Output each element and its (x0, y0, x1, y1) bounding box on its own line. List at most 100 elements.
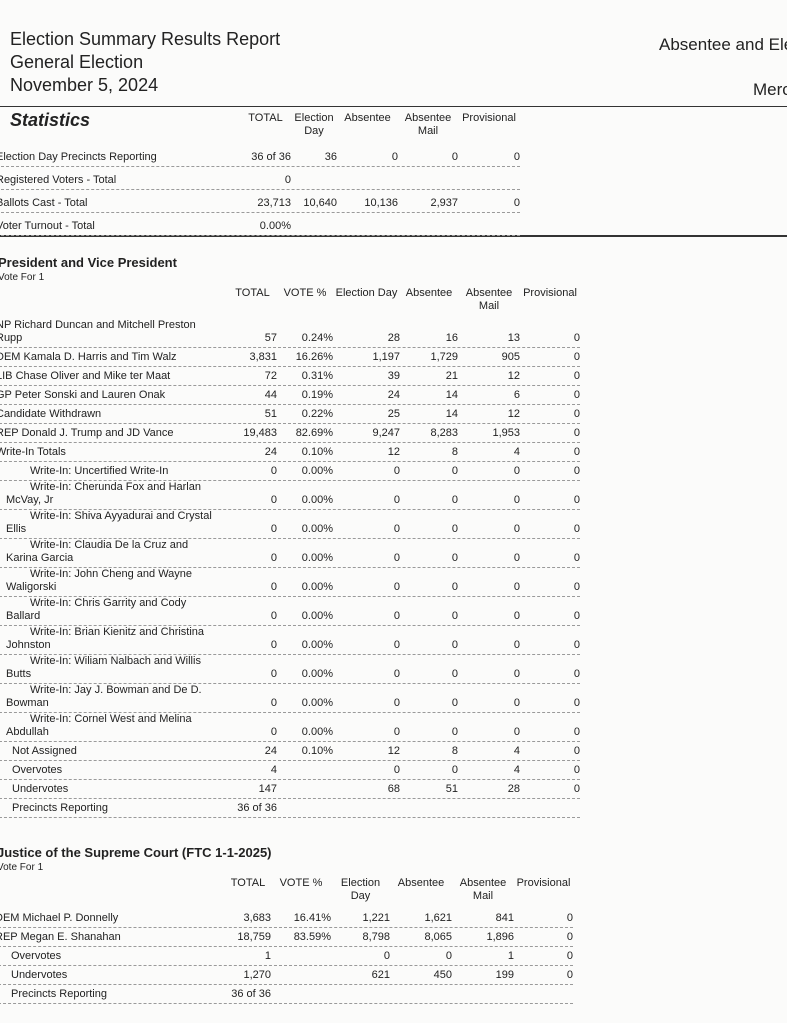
cell-value: 0 (270, 581, 277, 593)
table-row: DEM Michael P. Donnelly 3,683 16.41% 1,221 1… (0, 909, 573, 928)
report-header: Election Summary Results Report General … (10, 28, 280, 97)
cell-value: 1,270 (243, 969, 271, 981)
column-header: TOTAL (235, 287, 270, 299)
contest: Justice of the Supreme Court (FTC 1-1-20… (0, 845, 787, 1004)
column-header: Provisional (462, 112, 516, 124)
contest: President and Vice President Vote For 1 TO… (0, 255, 787, 818)
cell-value: 1,221 (362, 912, 390, 924)
column-header: Provisional (523, 287, 577, 299)
cell-value: 621 (371, 969, 390, 981)
cell-value: 14 (445, 389, 458, 401)
cell-value: 10,640 (303, 197, 337, 209)
cell-value: 0 (393, 581, 400, 593)
cell-value: 0 (566, 950, 573, 962)
cell-value: 0 (270, 523, 277, 535)
table-row: Precincts Reporting 36 of 36 (0, 985, 573, 1004)
row-label: REP Megan E. Shanahan (0, 931, 121, 943)
cell-value: 0 (393, 552, 400, 564)
cell-value: 0.00% (301, 639, 333, 651)
cell-value: 0 (451, 610, 458, 622)
cell-value: 24 (264, 745, 277, 757)
section-title: Statistics (10, 110, 91, 130)
row-label: Overvotes (11, 950, 62, 962)
cell-value: 16 (445, 332, 458, 344)
cell-value: 0 (513, 197, 520, 209)
cell-value: 0 (391, 151, 398, 163)
table-row: LIB Chase Oliver and Mike ter Maat 72 0.31… (0, 367, 580, 386)
cell-value: 18,759 (237, 931, 271, 943)
table-row: Write-In: Cornel West and Melina Abdulla… (0, 713, 580, 742)
cell-value: 51 (445, 783, 458, 795)
cell-value: 0.31% (301, 370, 333, 382)
table-row: Ballots Cast - Total 23,713 10,640 10,136 2,… (0, 190, 520, 213)
cell-value: 0 (513, 465, 520, 477)
cell-value: 0.00% (301, 465, 333, 477)
cell-value: 0 (573, 764, 580, 776)
cell-value: 4 (513, 764, 520, 776)
table-row: Write-In Totals 24 0.10% 12 8 4 0 (0, 443, 580, 462)
cell-value: 0 (270, 552, 277, 564)
cell-value: 14 (445, 408, 458, 420)
row-label: DEM Kamala D. Harris and Tim Walz (0, 351, 177, 363)
cell-value: 8,798 (362, 931, 390, 943)
cell-value: 0 (284, 174, 291, 186)
cell-value: 0 (393, 465, 400, 477)
cell-value: 0 (270, 494, 277, 506)
cell-value: 82.69% (295, 427, 333, 439)
cell-value: 0 (270, 465, 277, 477)
column-headers: TOTAL VOTE % Election Day Absentee Absentee … (0, 877, 787, 903)
table-row: Overvotes 1 0 0 1 0 (0, 947, 573, 966)
cell-value: 2,937 (430, 197, 458, 209)
cell-value: 57 (264, 332, 277, 344)
cell-value: 0 (566, 931, 573, 943)
report-title: Election Summary Results Report (10, 29, 281, 49)
column-header: Absentee Mail (459, 877, 507, 902)
cell-value: 36 of 36 (231, 988, 271, 1000)
cell-value: 0 (573, 446, 580, 458)
column-header: TOTAL (230, 877, 266, 889)
cell-value: 13 (507, 332, 520, 344)
row-label: Registered Voters - Total (0, 174, 117, 186)
row-label: DEM Michael P. Donnelly (0, 912, 119, 924)
cell-value: 0 (270, 697, 277, 709)
cell-value: 450 (433, 969, 452, 981)
rule (0, 106, 787, 107)
cell-value: 841 (495, 912, 514, 924)
cell-value: 0 (393, 523, 400, 535)
row-label: Precincts Reporting (11, 988, 107, 1000)
row-label: Ballots Cast - Total (0, 197, 88, 209)
column-headers: TOTAL VOTE % Election Day Absentee Absentee … (0, 287, 787, 313)
table-row: DEM Kamala D. Harris and Tim Walz 3,831 16… (0, 348, 580, 367)
cell-value: 0.00% (301, 697, 333, 709)
cell-value: 10,136 (364, 197, 398, 209)
table-row: Registered Voters - Total 0 (0, 167, 520, 190)
cell-value: 12 (507, 408, 520, 420)
cell-value: 0 (573, 697, 580, 709)
cell-value: 51 (264, 408, 277, 420)
cell-value: 0 (566, 969, 573, 981)
column-header: Provisional (516, 877, 571, 889)
column-header: TOTAL (248, 112, 283, 124)
cell-value: 0 (513, 581, 520, 593)
cell-value: 0 (573, 610, 580, 622)
table-row: Election Day Precincts Reporting 36 of 36… (0, 144, 520, 167)
row-label: REP Donald J. Trump and JD Vance (0, 427, 174, 439)
table-row: Write-In: Jay J. Bowman and De D. Bowman… (0, 684, 580, 713)
cell-value: 16.26% (295, 351, 333, 363)
row-label: Write-In Totals (0, 446, 66, 458)
table-row: Undervotes 147 68 51 28 0 (0, 780, 580, 799)
table-row: Write-In: John Cheng and Wayne Waligorsk… (0, 568, 580, 597)
cell-value: 36 of 36 (237, 802, 277, 814)
table-row: Write-In: Uncertified Write-In 0 0.00% 0 0 0 0 (0, 462, 580, 481)
row-label: Precincts Reporting (12, 802, 108, 814)
cell-value: 1,953 (492, 427, 520, 439)
cell-value: 24 (387, 389, 400, 401)
cell-value: 0 (451, 697, 458, 709)
cell-value: 0 (451, 552, 458, 564)
row-label: Write-In: Jay J. Bowman and De D. Bowman (6, 684, 202, 709)
cell-value: 0.00% (301, 581, 333, 593)
cell-value: 0 (573, 581, 580, 593)
row-label: Not Assigned (12, 745, 77, 757)
column-header: Election Day (294, 112, 334, 137)
cell-value: 24 (264, 446, 277, 458)
